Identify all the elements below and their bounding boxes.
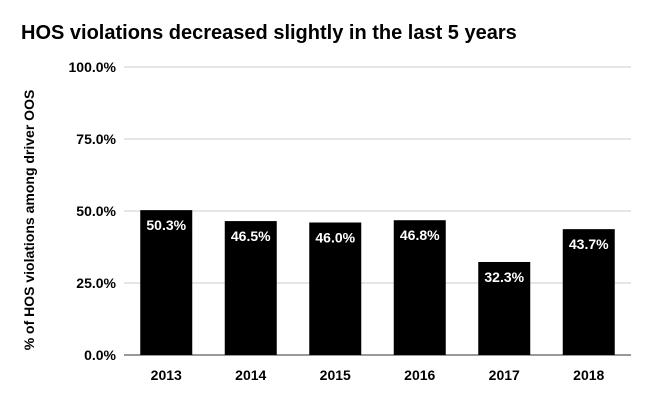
data-label: 50.3%	[146, 217, 186, 233]
x-tick-label: 2015	[320, 367, 351, 383]
x-tick-label: 2017	[489, 367, 520, 383]
y-axis-ticks: 0.0% 25.0% 50.0% 75.0% 100.0%	[69, 59, 117, 363]
y-tick-label: 75.0%	[76, 131, 116, 147]
bar	[562, 229, 615, 355]
x-tick-label: 2018	[573, 367, 604, 383]
data-label: 46.5%	[231, 228, 271, 244]
bars: 50.3% 46.5% 46.0% 46.8% 32.3% 43.7%	[140, 210, 615, 355]
y-axis-title: % of HOS violations among driver OOS	[21, 90, 37, 351]
y-tick-label: 0.0%	[84, 347, 116, 363]
x-tick-label: 2013	[151, 367, 182, 383]
y-tick-label: 25.0%	[76, 275, 116, 291]
bar	[393, 220, 446, 355]
data-label: 43.7%	[569, 236, 609, 252]
data-label: 46.8%	[400, 227, 440, 243]
bar	[309, 222, 362, 355]
x-axis-ticks: 2013 2014 2015 2016 2017 2018	[151, 367, 605, 383]
y-tick-label: 100.0%	[69, 59, 117, 75]
bar	[140, 210, 193, 355]
y-tick-label: 50.0%	[76, 203, 116, 219]
x-tick-label: 2014	[235, 367, 266, 383]
data-label: 32.3%	[484, 269, 524, 285]
bar	[478, 261, 531, 355]
data-label: 46.0%	[315, 230, 355, 246]
chart-title: HOS violations decreased slightly in the…	[21, 22, 517, 44]
x-tick-label: 2016	[404, 367, 435, 383]
bar	[224, 221, 277, 355]
gridlines	[124, 66, 631, 356]
